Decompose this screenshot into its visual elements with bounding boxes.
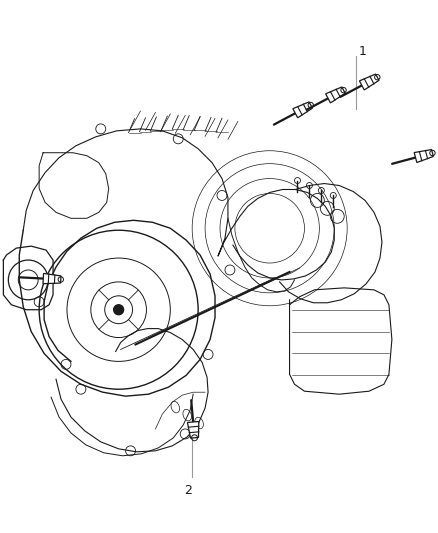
- Circle shape: [114, 305, 124, 314]
- Polygon shape: [360, 74, 379, 90]
- Polygon shape: [414, 150, 433, 163]
- Text: 2: 2: [184, 484, 192, 497]
- Polygon shape: [43, 273, 61, 284]
- Text: 1: 1: [359, 45, 367, 58]
- Polygon shape: [325, 87, 345, 103]
- Polygon shape: [293, 102, 312, 118]
- Polygon shape: [187, 422, 199, 438]
